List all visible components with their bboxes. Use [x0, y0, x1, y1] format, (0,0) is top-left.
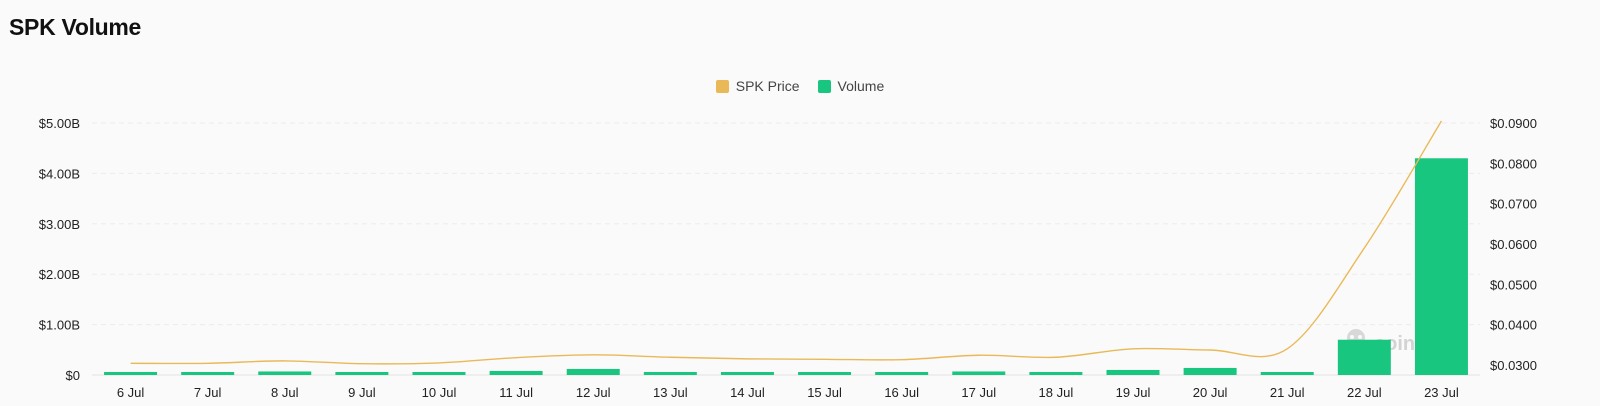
x-tick-label: 14 Jul: [730, 385, 765, 400]
x-tick-label: 7 Jul: [194, 385, 222, 400]
right-tick-label: $0.0500: [1490, 277, 1537, 292]
left-tick-label: $5.00B: [39, 116, 80, 131]
legend-swatch-volume: [817, 79, 831, 93]
x-tick-label: 17 Jul: [961, 385, 996, 400]
volume-bar: [1029, 371, 1083, 375]
legend-label-volume: Volume: [837, 78, 885, 94]
x-tick-label: 21 Jul: [1270, 385, 1305, 400]
right-tick-label: $0.0800: [1490, 156, 1537, 171]
legend-item-spk-price[interactable]: SPK Price: [715, 78, 800, 94]
left-y-axis: $0 $1.00B $2.00B $3.00B $4.00B $5.00B: [39, 116, 80, 383]
chart-title: SPK Volume: [9, 14, 142, 40]
x-tick-label: 18 Jul: [1039, 385, 1074, 400]
volume-bars: [104, 158, 1468, 375]
legend-swatch-spk-price: [715, 79, 729, 93]
volume-bar: [258, 371, 312, 375]
right-tick-label: $0.0400: [1490, 318, 1537, 333]
x-tick-label: 10 Jul: [422, 385, 457, 400]
volume-bar: [1183, 367, 1237, 375]
left-tick-label: $4.00B: [39, 166, 80, 181]
volume-bar: [104, 371, 158, 375]
right-tick-label: $0.0700: [1490, 197, 1537, 212]
volume-bar: [335, 372, 389, 375]
right-tick-label: $0.0600: [1490, 237, 1537, 252]
volume-bar: [875, 372, 929, 375]
grid-lines: [92, 122, 1480, 376]
volume-bar: [412, 372, 466, 375]
x-tick-label: 19 Jul: [1116, 385, 1151, 400]
x-tick-label: 13 Jul: [653, 385, 688, 400]
volume-bar: [566, 368, 620, 375]
right-tick-label: $0.0300: [1490, 358, 1537, 373]
x-tick-label: 6 Jul: [117, 385, 145, 400]
x-tick-label: 23 Jul: [1424, 385, 1459, 400]
left-tick-label: $3.00B: [39, 217, 80, 232]
x-tick-label: 22 Jul: [1347, 385, 1382, 400]
price-line-path: [130, 120, 1443, 365]
x-tick-label: 11 Jul: [499, 385, 533, 400]
x-tick-label: 9 Jul: [348, 385, 376, 400]
legend-item-volume[interactable]: Volume: [817, 78, 885, 94]
right-tick-label: $0.0900: [1490, 116, 1537, 131]
left-tick-label: $0: [66, 368, 80, 383]
x-tick-label: 8 Jul: [271, 385, 299, 400]
x-tick-label: 16 Jul: [884, 385, 919, 400]
x-axis: 6 Jul 7 Jul 8 Jul 9 Jul 10 Jul 11 Jul 12 Jul 13…: [117, 385, 1459, 400]
volume-bar: [952, 371, 1006, 375]
legend-label-spk-price: SPK Price: [735, 78, 800, 94]
x-tick-label: 12 Jul: [576, 385, 611, 400]
volume-bar: [1260, 372, 1314, 375]
volume-bar: [1414, 158, 1468, 375]
volume-bar: [643, 371, 697, 375]
left-tick-label: $2.00B: [39, 267, 80, 282]
volume-bar: [181, 372, 235, 375]
chart-legend: SPK Price Volume: [0, 78, 1600, 94]
volume-bar: [720, 372, 774, 375]
right-y-axis: $0.0300 $0.0400 $0.0500 $0.0600 $0.0700 $0.08…: [1490, 116, 1537, 373]
x-tick-label: 15 Jul: [807, 385, 842, 400]
left-tick-label: $1.00B: [39, 318, 80, 333]
volume-bar: [1337, 339, 1391, 375]
volume-bar: [798, 372, 852, 375]
x-tick-label: 20 Jul: [1193, 385, 1228, 400]
volume-bar: [489, 370, 543, 375]
volume-bar: [1106, 369, 1160, 375]
price-line: [130, 120, 1443, 365]
